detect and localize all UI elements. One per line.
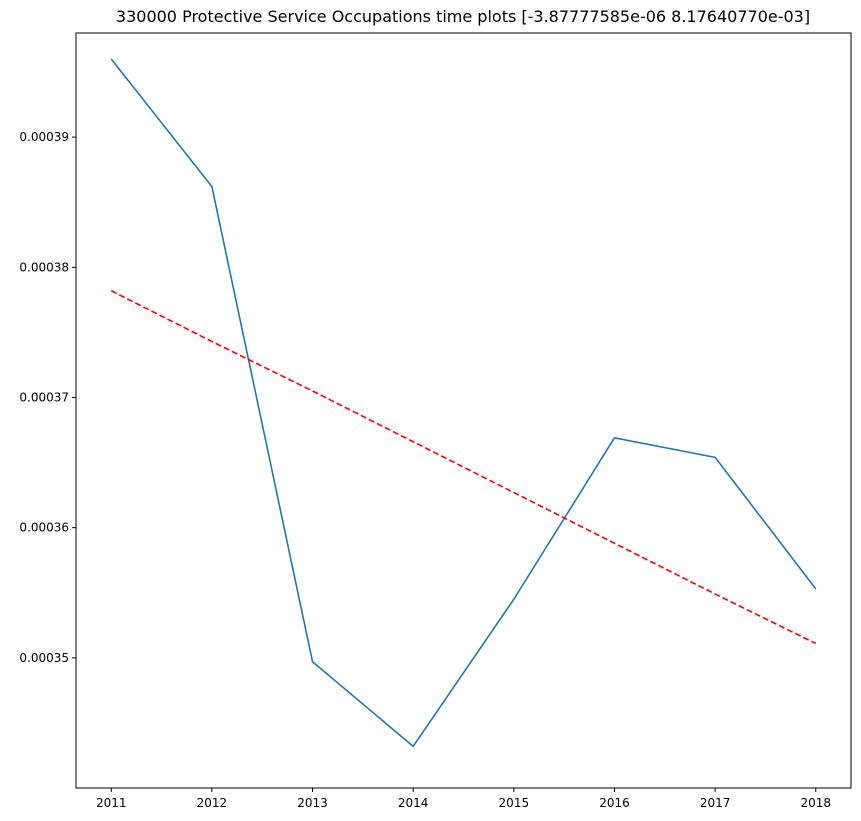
y-tick-label: 0.00035 — [19, 651, 69, 665]
x-tick-label: 2015 — [499, 796, 530, 810]
data-line-series — [110, 58, 817, 748]
axes-frame — [75, 32, 852, 789]
y-tick-label: 0.00037 — [19, 390, 69, 404]
x-tick-label: 2017 — [700, 796, 731, 810]
x-tick-label: 2014 — [398, 796, 429, 810]
y-tick-label: 0.00036 — [19, 521, 69, 535]
plot-area: 2011 2012 2013 2014 2015 2016 2017 2018 0.00035 0… — [19, 32, 852, 810]
x-tick-label: 2011 — [96, 796, 127, 810]
x-tick-label: 2013 — [297, 796, 328, 810]
x-tick-label: 2018 — [800, 796, 831, 810]
x-tick-label: 2012 — [197, 796, 228, 810]
chart-title: 330000 Protective Service Occupations ti… — [116, 7, 810, 26]
y-tick-label: 0.00039 — [19, 130, 69, 144]
x-tick-label: 2016 — [599, 796, 630, 810]
y-tick-label: 0.00038 — [19, 260, 69, 274]
trend-line-series — [110, 290, 817, 645]
